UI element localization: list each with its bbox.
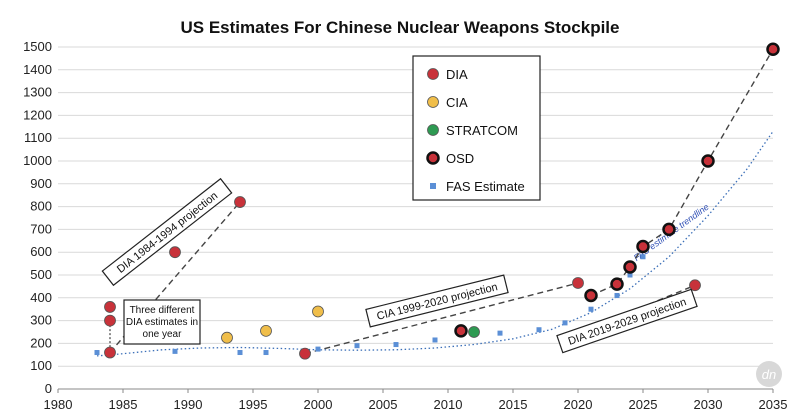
x-tick-label: 1995 <box>239 397 268 412</box>
y-tick-label: 800 <box>30 199 52 214</box>
legend-label: STRATCOM <box>446 123 518 138</box>
x-tick-label: 2015 <box>499 397 528 412</box>
osd-point <box>636 239 650 254</box>
y-tick-label: 600 <box>30 244 52 259</box>
logo-badge-icon <box>756 361 782 387</box>
osd-point <box>662 222 676 237</box>
x-tick-label: 2030 <box>694 397 723 412</box>
fas-estimate-point <box>315 346 321 352</box>
cia-point <box>312 305 324 318</box>
x-tick-label: 2000 <box>304 397 333 412</box>
legend-circle-icon <box>427 124 439 136</box>
osd-point <box>610 277 624 291</box>
x-tick-label: 2020 <box>564 397 593 412</box>
dia-point <box>572 277 584 289</box>
legend-label: OSD <box>446 151 474 166</box>
logo: dn <box>756 361 782 387</box>
fas-estimate-point <box>172 348 178 354</box>
dia-point <box>104 314 116 327</box>
dia-point <box>169 246 181 259</box>
y-tick-label: 1100 <box>24 130 52 145</box>
legend-osd-icon <box>426 151 440 165</box>
legend-label: CIA <box>446 95 468 110</box>
legend-square-icon <box>430 183 436 189</box>
fas-estimate-point <box>354 343 360 349</box>
fas-estimate-point <box>432 337 438 343</box>
fas-estimate-point <box>627 272 633 278</box>
y-tick-label: 700 <box>30 221 52 236</box>
y-tick-label: 1300 <box>23 85 52 100</box>
dia-point <box>234 196 246 208</box>
cia-point <box>260 324 272 337</box>
fas-estimate-point <box>536 327 542 333</box>
y-tick-label: 1500 <box>23 39 52 54</box>
projection-line <box>304 282 579 355</box>
x-tick-label: 2010 <box>434 397 463 412</box>
fas-estimate-point <box>393 342 399 348</box>
legend-label: FAS Estimate <box>446 179 525 194</box>
y-tick-label: 500 <box>30 267 52 282</box>
x-tick-label: 1990 <box>174 397 203 412</box>
fas-estimate-point <box>237 350 243 356</box>
legend: DIA CIA STRATCOM OSD FAS Estimate <box>412 55 541 201</box>
x-tick-label: 1985 <box>109 397 138 412</box>
y-tick-label: 900 <box>30 176 52 191</box>
osd-point <box>584 288 598 303</box>
y-tick-label: 1000 <box>23 153 52 168</box>
x-tick-label: 1980 <box>44 397 73 412</box>
three-estimates-note-line: one year <box>143 329 183 340</box>
dia-point <box>689 279 701 292</box>
x-tick-label: 2035 <box>759 397 788 412</box>
dia-1984-projection-label-box <box>101 177 233 287</box>
three-estimates-note-line: Three different <box>130 305 195 316</box>
legend-circle-icon <box>427 68 439 80</box>
fas-estimate-point <box>614 293 620 299</box>
osd-point <box>701 154 715 168</box>
fas-estimate-point <box>263 350 269 356</box>
fas-estimate-point <box>497 330 503 336</box>
fas-estimate-point <box>94 350 100 356</box>
dia-point <box>299 347 311 360</box>
x-axis-ticks: 1980 1985 1990 1995 2000 2005 2010 2015 2020 2025… <box>44 389 788 412</box>
y-tick-label: 1200 <box>23 107 52 122</box>
y-tick-label: 1400 <box>23 62 52 77</box>
y-tick-label: 200 <box>30 335 52 350</box>
logo-text: dn <box>762 367 776 382</box>
trendline <box>96 131 774 357</box>
x-tick-label: 2025 <box>629 397 658 412</box>
three-estimates-note-line: DIA estimates in <box>126 317 198 328</box>
y-tick-label: 100 <box>30 358 52 373</box>
dia-point <box>104 346 116 359</box>
cia-1999-projection-label-box <box>365 274 509 328</box>
chart-title: US Estimates For Chinese Nuclear Weapons… <box>181 18 620 37</box>
dia-point <box>104 301 116 313</box>
three-estimates-note-box <box>123 299 201 345</box>
osd-point <box>623 260 637 274</box>
x-tick-label: 2005 <box>369 397 398 412</box>
osd-point <box>766 42 780 57</box>
y-tick-label: 300 <box>30 313 52 328</box>
dia-2019-projection-label-box <box>556 288 698 354</box>
y-axis-ticks: 0 100 200 300 400 500 600 700 800 900 1000 1100 1200… <box>23 39 52 396</box>
cia-point <box>221 331 233 344</box>
legend-circle-icon <box>427 96 439 108</box>
fas-estimate-point <box>588 306 594 312</box>
y-tick-label: 400 <box>30 290 52 305</box>
y-tick-label: 0 <box>45 381 52 396</box>
fas-estimate-point <box>640 254 646 260</box>
stratcom-point <box>468 326 480 338</box>
legend-label: DIA <box>446 67 468 82</box>
data-points <box>94 42 780 360</box>
osd-point <box>454 324 468 338</box>
fas-estimate-point <box>562 320 568 326</box>
